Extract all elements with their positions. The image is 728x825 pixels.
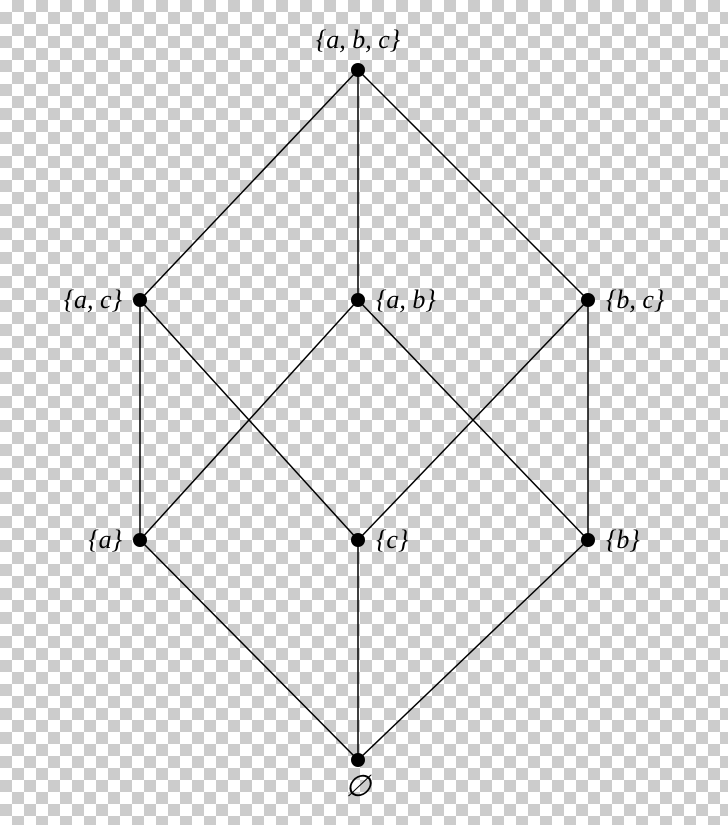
edge-b-empty (358, 540, 588, 760)
node-bc (581, 293, 595, 307)
node-b (581, 533, 595, 547)
nodes-layer (133, 63, 595, 767)
hasse-diagram: {a, b, c} {a, c} {a, b} {b, c} {a} {c} {b} ∅ (0, 0, 728, 825)
edges-layer (140, 70, 588, 760)
label-bc: {b, c} (606, 285, 665, 314)
label-b: {b} (606, 525, 640, 554)
label-a: {a} (88, 525, 122, 554)
label-ab: {a, b} (376, 285, 436, 314)
labels-layer: {a, b, c} {a, c} {a, b} {b, c} {a} {c} {b} ∅ (64, 25, 665, 803)
node-c (351, 533, 365, 547)
edge-abc-ac (140, 70, 358, 300)
edge-a-empty (140, 540, 358, 760)
node-a (133, 533, 147, 547)
node-ab (351, 293, 365, 307)
label-empty: ∅ (345, 770, 373, 803)
label-c: {c} (376, 525, 409, 554)
node-empty (351, 753, 365, 767)
label-ac: {a, c} (64, 285, 123, 314)
edge-abc-bc (358, 70, 588, 300)
label-abc: {a, b, c} (316, 25, 401, 54)
node-abc (351, 63, 365, 77)
node-ac (133, 293, 147, 307)
